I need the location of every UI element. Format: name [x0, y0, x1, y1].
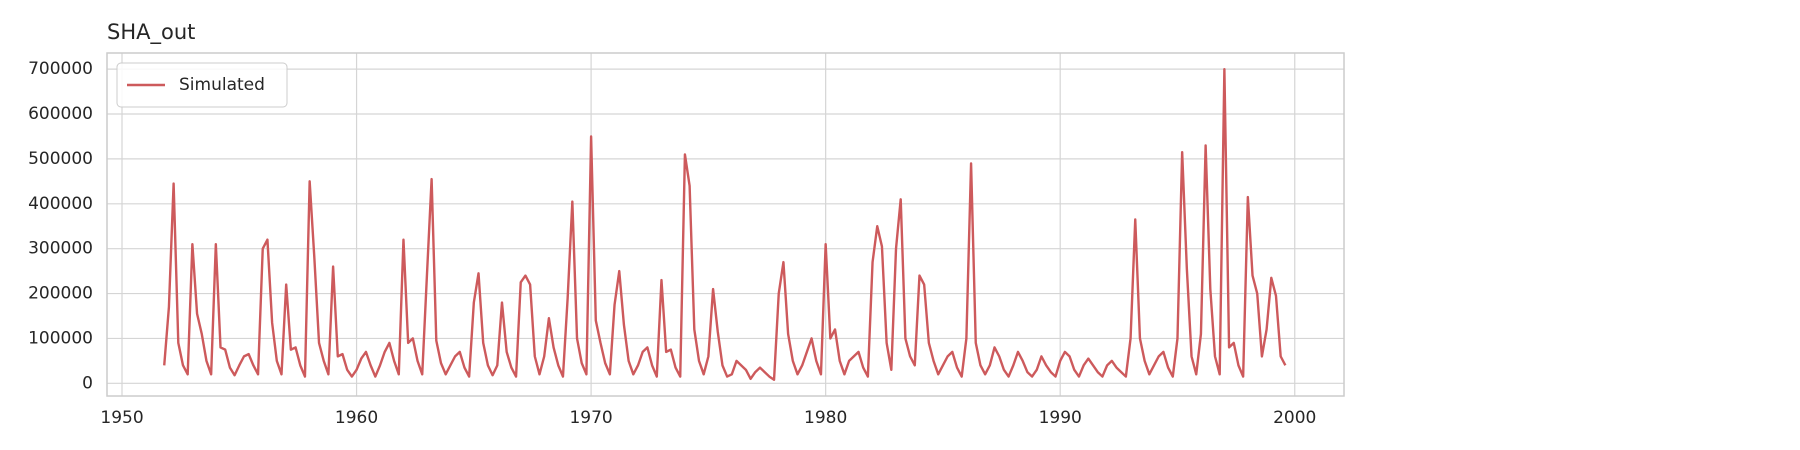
legend-box — [116, 62, 288, 108]
legend-label: Simulated — [179, 75, 265, 95]
chart-title: SHA_out — [107, 20, 195, 45]
y-tick-label: 100000 — [28, 328, 93, 348]
x-tick-label: 1960 — [335, 408, 378, 428]
x-tick-label: 2000 — [1273, 408, 1316, 428]
y-tick-label: 400000 — [28, 194, 93, 214]
y-tick-label: 700000 — [28, 59, 93, 79]
x-tick-label: 1980 — [804, 408, 847, 428]
plot-frame — [106, 52, 1345, 397]
y-tick-label: 300000 — [28, 239, 93, 259]
y-tick-label: 500000 — [28, 149, 93, 169]
series-line — [163, 67, 1287, 381]
x-tick-label: 1990 — [1039, 408, 1082, 428]
x-tick-label: 1950 — [100, 408, 143, 428]
x-tick-label: 1970 — [569, 408, 612, 428]
y-tick-label: 200000 — [28, 284, 93, 304]
y-tick-label: 600000 — [28, 104, 93, 124]
y-tick-label: 0 — [82, 373, 93, 393]
